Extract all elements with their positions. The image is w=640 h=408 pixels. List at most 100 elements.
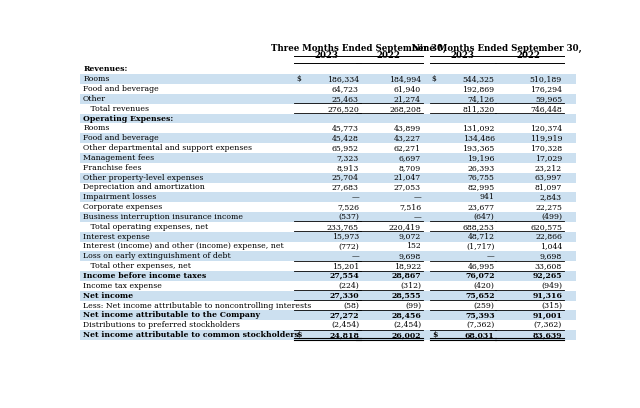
Text: Food and beverage: Food and beverage: [83, 134, 159, 142]
Text: 9,698: 9,698: [540, 252, 562, 260]
Text: 65,952: 65,952: [332, 144, 359, 152]
Text: (647): (647): [474, 213, 495, 221]
Text: 19,196: 19,196: [467, 154, 495, 162]
Text: 27,554: 27,554: [329, 272, 359, 280]
Text: (312): (312): [400, 282, 421, 290]
Text: 28,456: 28,456: [391, 311, 421, 319]
Text: 192,869: 192,869: [463, 85, 495, 93]
Text: Net income: Net income: [83, 292, 133, 300]
Text: 28,555: 28,555: [392, 292, 421, 300]
Text: 15,201: 15,201: [332, 262, 359, 270]
Text: (949): (949): [541, 282, 562, 290]
Text: 7,516: 7,516: [399, 203, 421, 211]
Text: 83,639: 83,639: [532, 331, 562, 339]
Text: 186,334: 186,334: [327, 75, 359, 83]
Text: 26,393: 26,393: [467, 164, 495, 172]
Text: Franchise fees: Franchise fees: [83, 164, 141, 172]
Text: 45,773: 45,773: [332, 124, 359, 132]
Text: Three Months Ended September 30,: Three Months Ended September 30,: [271, 44, 446, 53]
Bar: [80, 251, 576, 261]
Text: 268,208: 268,208: [389, 105, 421, 113]
Bar: [80, 291, 576, 301]
Text: Income before income taxes: Income before income taxes: [83, 272, 206, 280]
Bar: [80, 330, 576, 340]
Bar: [80, 192, 576, 202]
Bar: [80, 104, 576, 113]
Text: —: —: [351, 252, 359, 260]
Text: 184,994: 184,994: [389, 75, 421, 83]
Text: (259): (259): [474, 302, 495, 310]
Text: Business interruption insurance income: Business interruption insurance income: [83, 213, 243, 221]
Text: 2023: 2023: [450, 51, 474, 60]
Bar: [80, 163, 576, 173]
Text: $: $: [432, 331, 437, 339]
Text: Loss on early extinguishment of debt: Loss on early extinguishment of debt: [83, 252, 231, 260]
Text: (1,717): (1,717): [467, 242, 495, 251]
Text: 63,997: 63,997: [535, 173, 562, 182]
Text: (315): (315): [541, 302, 562, 310]
Text: (2,454): (2,454): [331, 321, 359, 329]
Text: —: —: [351, 193, 359, 201]
Bar: [80, 64, 576, 74]
Text: 510,189: 510,189: [530, 75, 562, 83]
Text: (7,362): (7,362): [467, 321, 495, 329]
Text: 170,328: 170,328: [530, 144, 562, 152]
Text: (499): (499): [541, 213, 562, 221]
Text: 27,683: 27,683: [332, 184, 359, 191]
Text: 76,755: 76,755: [468, 173, 495, 182]
Text: Impairment losses: Impairment losses: [83, 193, 156, 201]
Text: 61,940: 61,940: [394, 85, 421, 93]
Text: 82,995: 82,995: [467, 184, 495, 191]
Text: Food and beverage: Food and beverage: [83, 85, 159, 93]
Bar: [80, 182, 576, 192]
Text: 2023: 2023: [314, 51, 339, 60]
Bar: [80, 301, 576, 310]
Text: 21,047: 21,047: [394, 173, 421, 182]
Text: Revenues:: Revenues:: [83, 65, 127, 73]
Text: 152: 152: [406, 242, 421, 251]
Text: 941: 941: [480, 193, 495, 201]
Text: $: $: [296, 331, 301, 339]
Text: 45,428: 45,428: [332, 134, 359, 142]
Bar: [80, 153, 576, 163]
Text: 18,922: 18,922: [394, 262, 421, 270]
Text: 43,899: 43,899: [394, 124, 421, 132]
Bar: [80, 212, 576, 222]
Bar: [80, 271, 576, 281]
Text: Distributions to preferred stockholders: Distributions to preferred stockholders: [83, 321, 240, 329]
Text: 46,995: 46,995: [467, 262, 495, 270]
Text: Nine Months Ended September 30,: Nine Months Ended September 30,: [412, 44, 581, 53]
Text: 193,365: 193,365: [462, 144, 495, 152]
Bar: [80, 84, 576, 94]
Text: 119,919: 119,919: [529, 134, 562, 142]
Text: 120,374: 120,374: [530, 124, 562, 132]
Bar: [80, 320, 576, 330]
Text: Operating Expenses:: Operating Expenses:: [83, 115, 173, 122]
Text: 25,463: 25,463: [332, 95, 359, 103]
Text: Rooms: Rooms: [83, 75, 109, 83]
Text: —: —: [413, 213, 421, 221]
Text: (7,362): (7,362): [534, 321, 562, 329]
Text: 746,448: 746,448: [531, 105, 562, 113]
Text: 24,818: 24,818: [329, 331, 359, 339]
Text: 22,866: 22,866: [535, 233, 562, 241]
Text: Total revenues: Total revenues: [83, 105, 149, 113]
Bar: [80, 133, 576, 143]
Text: —: —: [487, 252, 495, 260]
Text: 620,575: 620,575: [530, 223, 562, 231]
Text: 6,697: 6,697: [399, 154, 421, 162]
Text: 9,698: 9,698: [399, 252, 421, 260]
Text: 28,867: 28,867: [392, 272, 421, 280]
Text: 43,227: 43,227: [394, 134, 421, 142]
Bar: [80, 94, 576, 104]
Text: Management fees: Management fees: [83, 154, 154, 162]
Text: 7,526: 7,526: [337, 203, 359, 211]
Text: Income tax expense: Income tax expense: [83, 282, 162, 290]
Text: —: —: [413, 193, 421, 201]
Text: $: $: [296, 75, 301, 83]
Text: 27,053: 27,053: [394, 184, 421, 191]
Text: 76,072: 76,072: [465, 272, 495, 280]
Text: 91,316: 91,316: [532, 292, 562, 300]
Bar: [80, 232, 576, 242]
Text: Net income attributable to common stockholders: Net income attributable to common stockh…: [83, 331, 299, 339]
